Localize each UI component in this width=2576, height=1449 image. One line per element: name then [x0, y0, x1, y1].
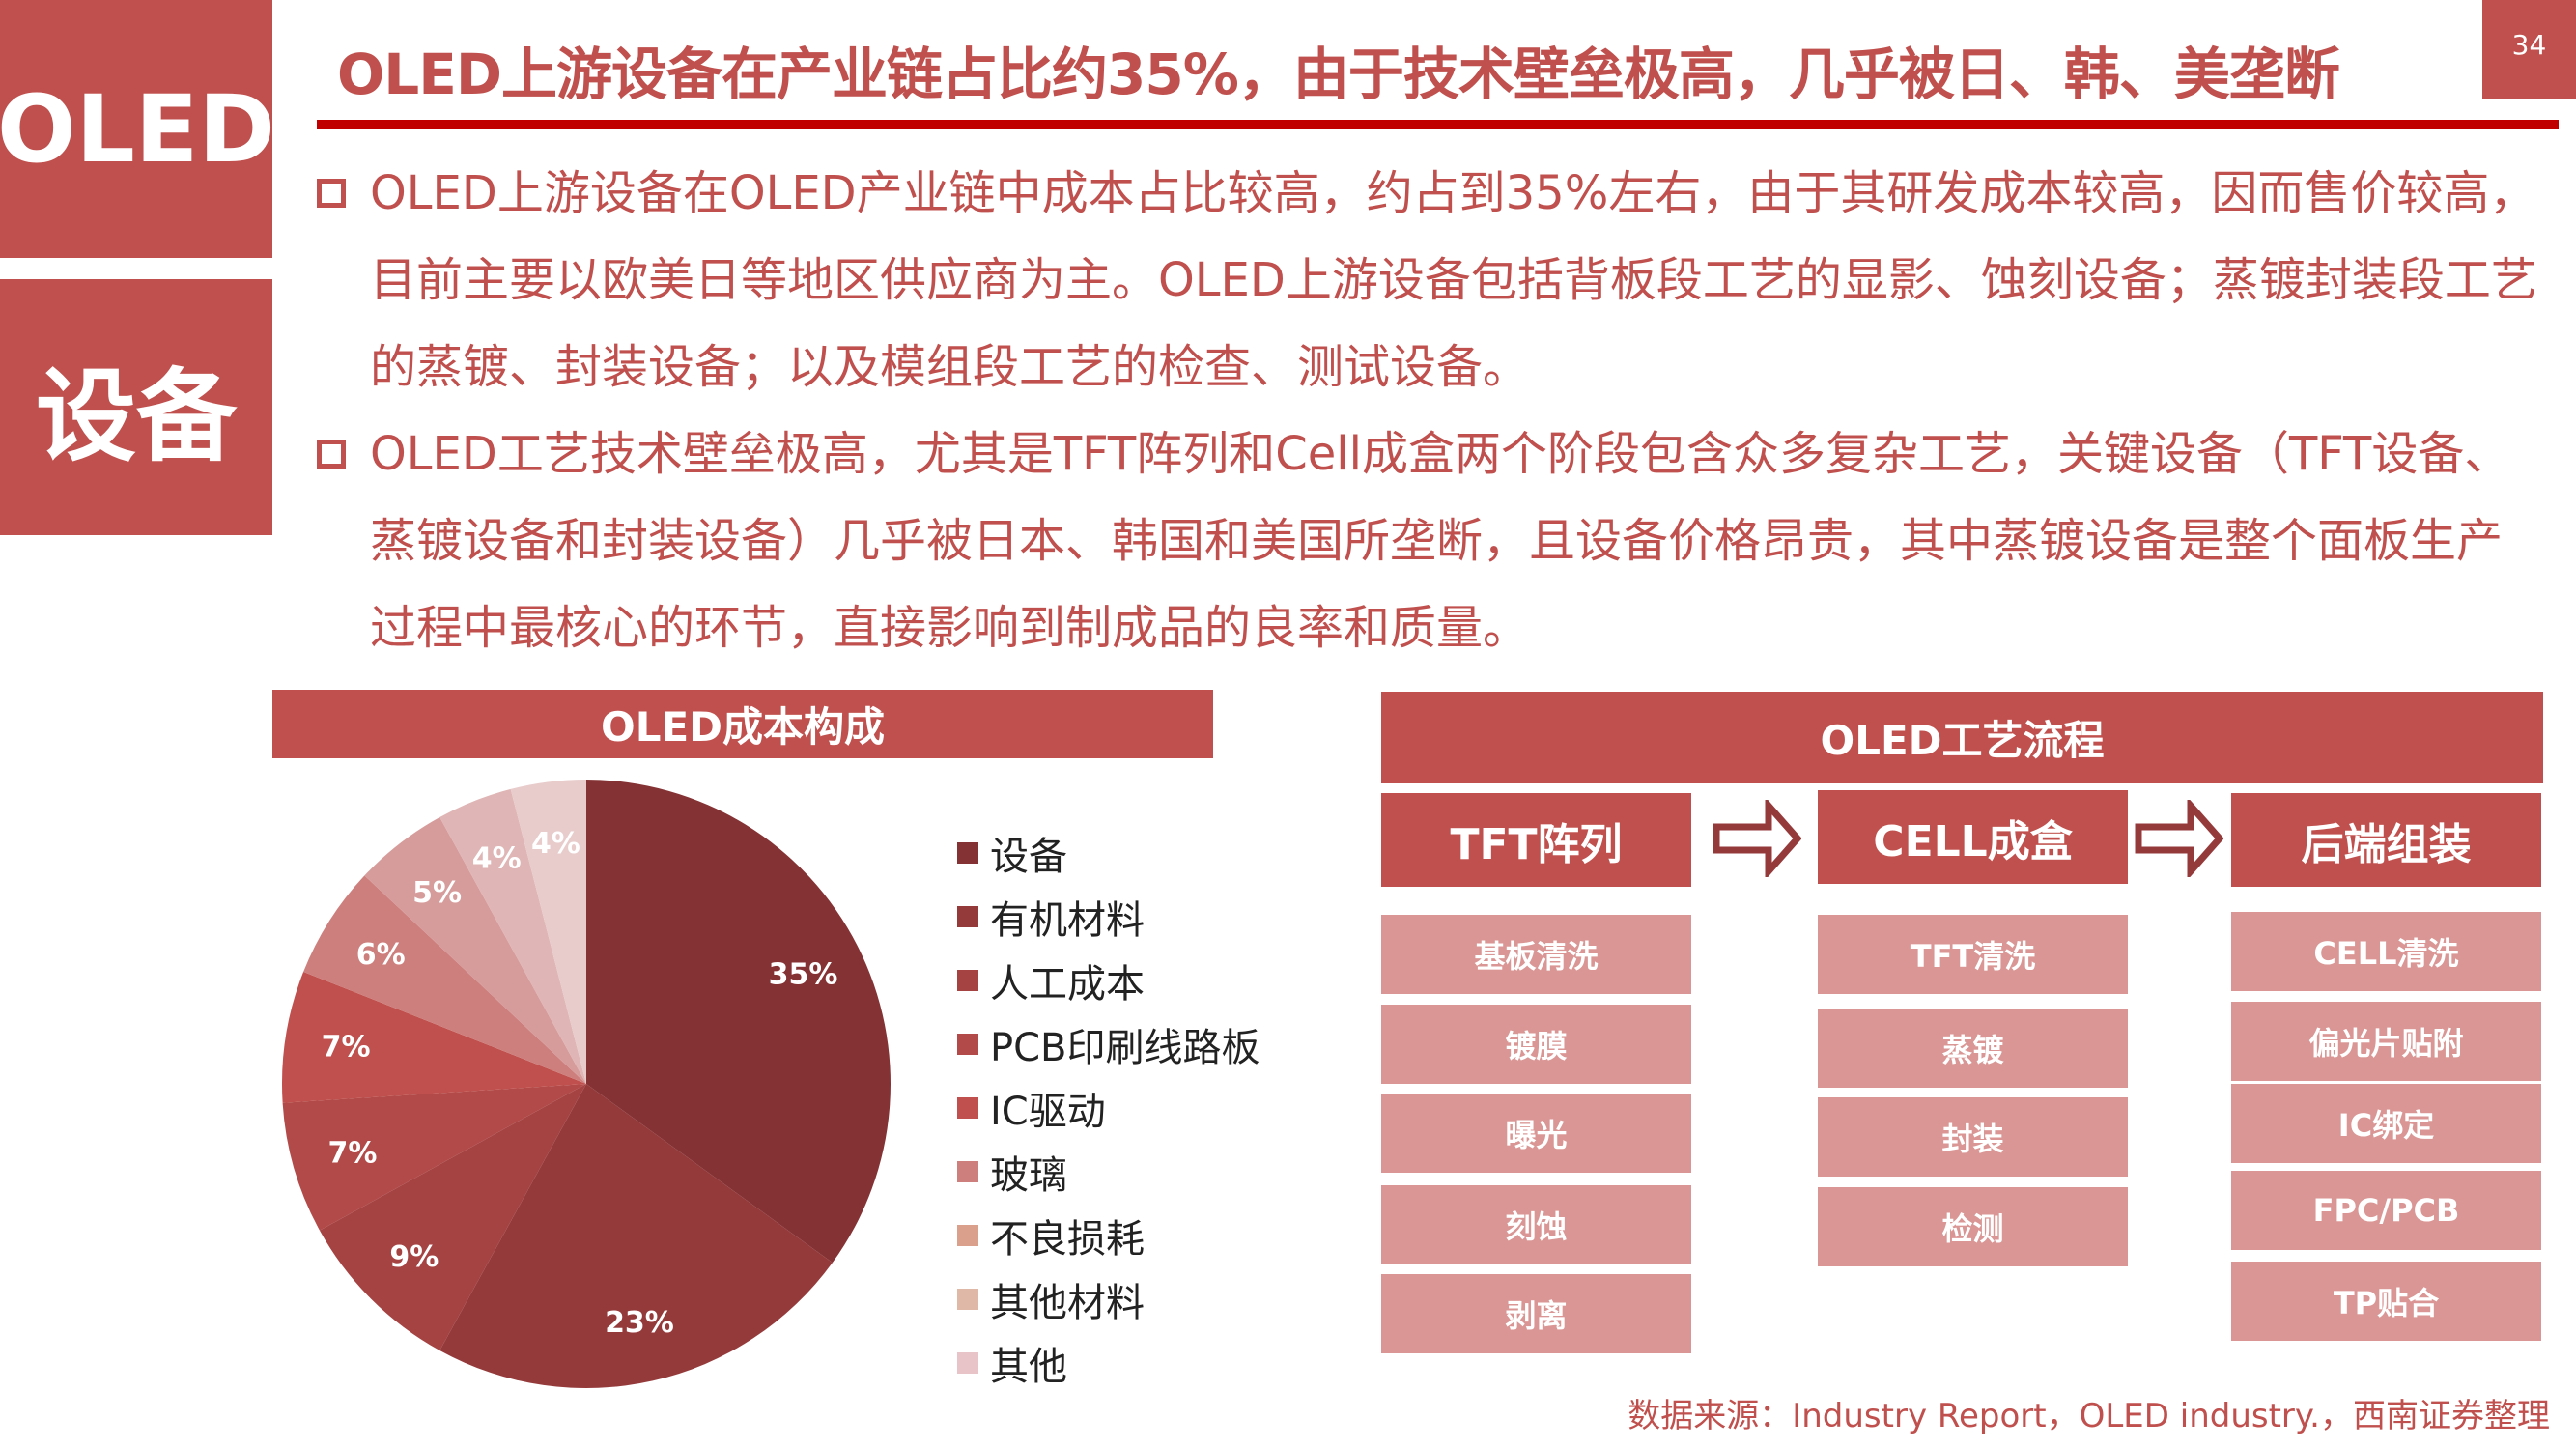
legend-label: 人工成本 — [990, 962, 1145, 1007]
legend-item: 其他 — [957, 1339, 1067, 1389]
bullet-text: OLED工艺技术壁垒极高，尤其是TFT阵列和Cell成盒两个阶段包含众多复杂工艺… — [370, 427, 2511, 655]
page-number: 34 — [2482, 0, 2576, 99]
process-step: 偏光片贴附 — [2231, 1002, 2541, 1081]
pie-slice — [586, 780, 891, 1264]
slice-label: 9% — [389, 1240, 439, 1274]
legend-label: 其他材料 — [990, 1281, 1145, 1325]
legend-item: IC驱动 — [957, 1084, 1106, 1134]
legend-item: PCB印刷线路板 — [957, 1020, 1260, 1070]
legend-item: 不良损耗 — [957, 1211, 1145, 1262]
legend-label: IC驱动 — [990, 1090, 1106, 1134]
legend-label: 玻璃 — [990, 1153, 1067, 1198]
process-step: 检测 — [1818, 1187, 2128, 1266]
section-label-oled: OLED — [0, 0, 275, 258]
process-step: TFT清洗 — [1818, 915, 2128, 994]
right-arrow-icon — [1713, 796, 1802, 881]
legend-item: 有机材料 — [957, 893, 1145, 943]
stage-header: CELL成盒 — [1818, 790, 2128, 884]
page-title: OLED上游设备在产业链占比约35%，由于技术壁垒极高，几乎被日、韩、美垄断 — [337, 42, 2340, 107]
source-note: 数据来源：Industry Report，OLED industry.，西南证券… — [1628, 1397, 2550, 1435]
legend-item: 设备 — [957, 829, 1067, 879]
legend-swatch — [957, 1097, 978, 1119]
slice-label: 5% — [412, 876, 462, 910]
slice-label: 6% — [356, 938, 406, 972]
legend-label: 设备 — [990, 835, 1067, 879]
legend-label: PCB印刷线路板 — [990, 1026, 1260, 1070]
process-step: 蒸镀 — [1818, 1009, 2128, 1088]
process-step: 曝光 — [1381, 1094, 1691, 1173]
legend-label: 有机材料 — [990, 898, 1145, 943]
process-step: FPC/PCB — [2231, 1171, 2541, 1250]
process-step: CELL清洗 — [2231, 912, 2541, 991]
legend-swatch — [957, 1161, 978, 1182]
slice-label: 23% — [605, 1306, 674, 1340]
title-divider — [317, 120, 2559, 129]
legend-item: 人工成本 — [957, 956, 1145, 1007]
pie-slice — [319, 1084, 586, 1351]
pie-chart-title: OLED成本构成 — [272, 690, 1213, 758]
square-bullet-icon — [317, 440, 346, 469]
process-step: 镀膜 — [1381, 1005, 1691, 1084]
legend-item: 玻璃 — [957, 1148, 1067, 1198]
process-step: 封装 — [1818, 1097, 2128, 1177]
stage-header: 后端组装 — [2231, 793, 2541, 887]
pie-slice — [510, 780, 586, 1084]
legend-swatch — [957, 1225, 978, 1246]
process-step: 刻蚀 — [1381, 1185, 1691, 1264]
legend-swatch — [957, 1289, 978, 1310]
slice-label: 35% — [769, 958, 838, 992]
legend-label: 不良损耗 — [990, 1217, 1145, 1262]
legend-swatch — [957, 842, 978, 864]
stage-header: TFT阵列 — [1381, 793, 1691, 887]
pie-slice — [303, 875, 586, 1084]
legend-swatch — [957, 970, 978, 991]
process-step: TP贴合 — [2231, 1262, 2541, 1341]
pie-slice — [364, 816, 586, 1084]
legend-item: 其他材料 — [957, 1275, 1145, 1325]
legend-label: 其他 — [990, 1345, 1067, 1389]
slice-label: 7% — [328, 1136, 378, 1170]
section-label-equipment: 设备 — [0, 279, 272, 535]
legend-swatch — [957, 1352, 978, 1374]
process-step: IC绑定 — [2231, 1084, 2541, 1163]
flow-title: OLED工艺流程 — [1381, 692, 2543, 783]
slice-label: 4% — [531, 827, 580, 861]
legend-swatch — [957, 1034, 978, 1055]
bullet-1: OLED上游设备在OLED产业链中成本占比较高，约占到35%左右，由于其研发成本… — [317, 150, 2548, 411]
square-bullet-icon — [317, 179, 346, 208]
legend-swatch — [957, 906, 978, 927]
right-arrow-icon — [2135, 796, 2224, 881]
bullet-text: OLED上游设备在OLED产业链中成本占比较高，约占到35%左右，由于其研发成本… — [370, 166, 2537, 394]
pie-chart: 35% 23% 9% 7% 7% 6%5% 4% 4% — [282, 780, 891, 1388]
pie-slice — [282, 1084, 586, 1231]
slice-label: 4% — [472, 842, 522, 876]
pie-slice — [439, 788, 586, 1084]
pie-slice — [282, 972, 586, 1103]
process-step: 基板清洗 — [1381, 915, 1691, 994]
bullet-2: OLED工艺技术壁垒极高，尤其是TFT阵列和Cell成盒两个阶段包含众多复杂工艺… — [317, 411, 2548, 671]
pie-slice — [439, 1084, 833, 1388]
slice-label: 7% — [322, 1031, 371, 1065]
process-step: 剥离 — [1381, 1274, 1691, 1353]
